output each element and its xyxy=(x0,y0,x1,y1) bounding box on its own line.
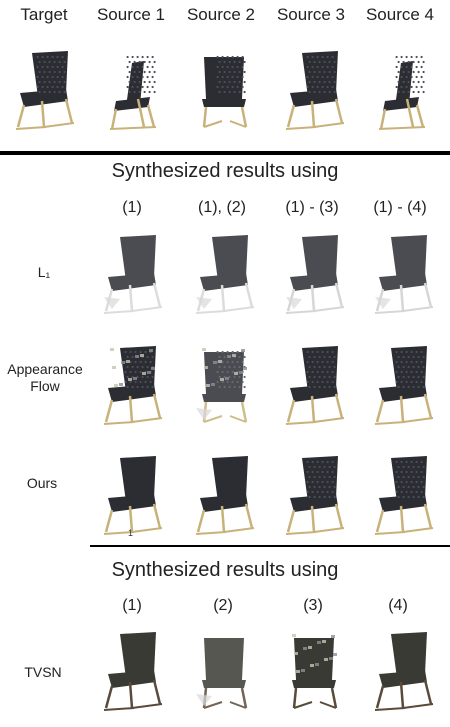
header-source-2: Source 2 xyxy=(186,5,256,24)
header-target: Target xyxy=(20,5,68,24)
source-4-chair-image xyxy=(361,43,447,133)
tvsn-result-3 xyxy=(272,624,358,714)
section2-title: Synthesized results using xyxy=(111,559,339,581)
row-label-l1: L₁ xyxy=(37,264,51,280)
row-label-tvsn: TVSN xyxy=(24,664,62,680)
ours-result-1 xyxy=(90,448,176,538)
target-chair-image xyxy=(2,43,88,133)
row-label-ours: Ours xyxy=(26,475,58,491)
ours-result-4 xyxy=(361,448,447,538)
tvsn-result-4 xyxy=(361,624,447,714)
ours-result-2 xyxy=(182,448,268,538)
row-label-appearance-flow: Appearance Flow xyxy=(7,361,83,394)
section2-col-3: (3) xyxy=(303,597,323,614)
l1-result-2 xyxy=(182,227,268,317)
tvsn-result-1 xyxy=(90,624,176,714)
appearance-flow-result-2 xyxy=(182,338,268,428)
ours-result-3 xyxy=(272,448,358,538)
appearance-flow-result-3 xyxy=(272,338,358,428)
l1-result-1 xyxy=(90,227,176,317)
tvsn-result-2 xyxy=(182,624,268,714)
l1-result-3 xyxy=(272,227,358,317)
appearance-flow-result-4 xyxy=(361,338,447,428)
section-divider xyxy=(0,151,450,155)
source-1-chair-image xyxy=(92,43,178,133)
section2-col-4: (4) xyxy=(388,597,408,614)
l1-result-4 xyxy=(361,227,447,317)
header-source-4: Source 4 xyxy=(365,5,435,24)
section1-col-1: (1) xyxy=(122,199,142,216)
section2-divider xyxy=(90,545,450,547)
section2-col-2: (2) xyxy=(213,597,233,614)
section1-col-3: (1) - (3) xyxy=(285,199,339,216)
section1-col-4: (1) - (4) xyxy=(373,199,427,216)
stray-mark: 1 xyxy=(128,528,134,538)
section1-title: Synthesized results using xyxy=(111,160,339,182)
source-2-chair-image xyxy=(182,43,268,133)
section1-col-2: (1), (2) xyxy=(198,199,246,216)
source-3-chair-image xyxy=(272,43,358,133)
header-source-1: Source 1 xyxy=(96,5,166,24)
section2-col-1: (1) xyxy=(122,597,142,614)
header-source-3: Source 3 xyxy=(276,5,346,24)
appearance-flow-result-1 xyxy=(90,338,176,428)
